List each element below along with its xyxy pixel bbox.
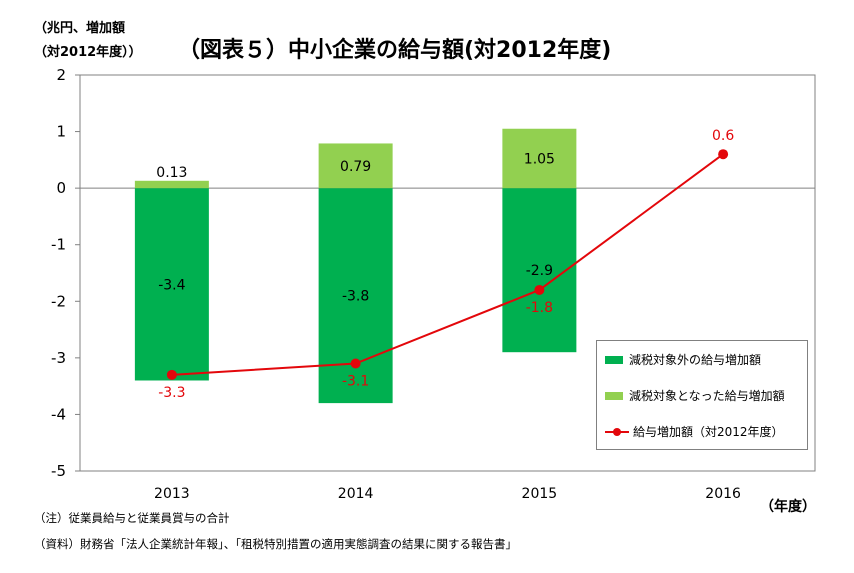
bar-taxed [134, 180, 209, 189]
total-point [166, 369, 177, 380]
plot-frame [79, 74, 816, 472]
y-tick-label: -3 [51, 349, 66, 367]
total-point [534, 284, 545, 295]
legend-swatch-dark-green [605, 355, 623, 364]
total-point [350, 358, 361, 369]
legend-label-untaxed: 減税対象外の給与増加額 [629, 353, 762, 367]
y-tick-label: -2 [51, 292, 66, 310]
bar-label-untaxed: -3.8 [342, 289, 369, 305]
total-point-label: 0.6 [712, 128, 734, 144]
y-unit-line1: （兆円、増加額 [34, 21, 126, 36]
y-tick-label: -1 [51, 236, 66, 254]
legend-label-total: 給与増加額（対2012年度） [633, 425, 784, 439]
legend-label-taxed: 減税対象となった給与増加額 [629, 389, 785, 403]
y-tick-label: 1 [56, 123, 66, 141]
y-tick-label: 0 [56, 179, 66, 197]
y-tick-label: -5 [51, 462, 66, 480]
total-point-label: -3.1 [342, 374, 369, 390]
bar-label-untaxed: -3.4 [158, 277, 185, 293]
bar-label-untaxed: -2.9 [526, 263, 553, 279]
total-line [171, 153, 724, 376]
bar-label-taxed: 0.13 [156, 165, 187, 181]
legend-item-total: 給与増加額（対2012年度） [605, 423, 784, 440]
bar-taxed [502, 128, 577, 189]
bar-taxed [318, 143, 393, 189]
note-footnote: （注）従業員給与と従業員賞与の合計 [34, 511, 230, 525]
total-point [718, 149, 729, 160]
bar-label-taxed: 1.05 [524, 151, 555, 167]
total-point-label: -3.3 [158, 385, 185, 401]
note-source: （資料）財務省「法人企業統計年報」、「租税特別措置の適用実態調査の結果に関する報… [34, 537, 517, 551]
y-tick-label: -4 [51, 405, 66, 423]
legend-item-taxed: 減税対象となった給与増加額 [605, 387, 785, 404]
x-tick-label: 2015 [522, 486, 558, 502]
legend-swatch-light-green [605, 391, 623, 400]
chart-title: （図表５）中小企業の給与額(対2012年度) [178, 38, 612, 63]
x-tick-label: 2014 [338, 486, 374, 502]
bar-untaxed [502, 188, 577, 353]
y-unit-line2: （対2012年度）） [34, 45, 142, 60]
legend-line-marker [605, 427, 629, 436]
total-point-label: -1.8 [526, 300, 553, 316]
x-tick-label: 2016 [705, 486, 741, 502]
bar-untaxed [134, 188, 209, 381]
y-tick-label: 2 [56, 66, 66, 84]
chart-legend: 減税対象外の給与増加額 減税対象となった給与増加額 給与増加額（対2012年度） [596, 340, 808, 450]
legend-item-untaxed: 減税対象外の給与増加額 [605, 351, 761, 368]
x-axis-unit: （年度） [760, 499, 816, 515]
bar-label-taxed: 0.79 [340, 159, 371, 175]
x-tick-label: 2013 [154, 486, 190, 502]
